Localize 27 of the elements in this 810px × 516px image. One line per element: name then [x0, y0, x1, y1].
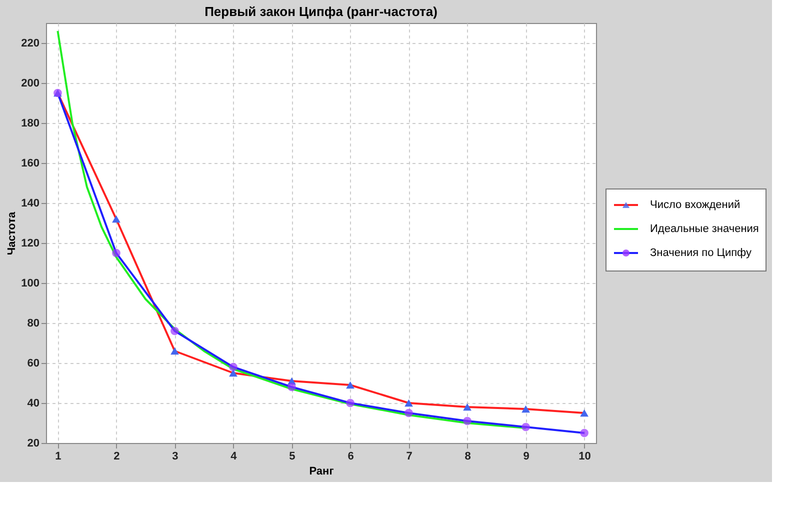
y-tick-label: 120	[21, 238, 40, 250]
x-tick-label: 1	[55, 450, 62, 462]
x-tick-label: 4	[230, 450, 238, 462]
x-tick-label: 2	[114, 450, 120, 462]
y-tick-label: 180	[21, 118, 40, 130]
y-tick-label: 40	[27, 398, 40, 410]
x-tick-label: 10	[578, 450, 591, 462]
legend-label: Число вхождений	[650, 199, 740, 211]
y-tick-label: 60	[27, 358, 40, 370]
y-tick-label: 100	[21, 278, 40, 290]
x-tick-label: 8	[464, 450, 471, 462]
x-axis-title: Ранг	[309, 466, 334, 478]
chart-title: Первый закон Ципфа (ранг-частота)	[204, 4, 438, 19]
legend-label: Идеальные значения	[650, 223, 759, 235]
y-axis-title: Частота	[6, 211, 18, 256]
y-tick-label: 160	[21, 158, 40, 170]
legend-label: Значения по Ципфу	[650, 247, 752, 259]
y-tick-label: 220	[21, 38, 40, 50]
x-tick-label: 5	[289, 450, 296, 462]
y-tick-label: 200	[21, 78, 40, 90]
y-tick-label: 80	[27, 318, 40, 330]
x-tick-label: 9	[523, 450, 530, 462]
y-tick-label: 20	[27, 438, 40, 450]
y-tick-label: 140	[21, 198, 40, 210]
x-tick-label: 7	[406, 450, 412, 462]
x-tick-label: 6	[348, 450, 354, 462]
x-tick-label: 3	[172, 450, 178, 462]
